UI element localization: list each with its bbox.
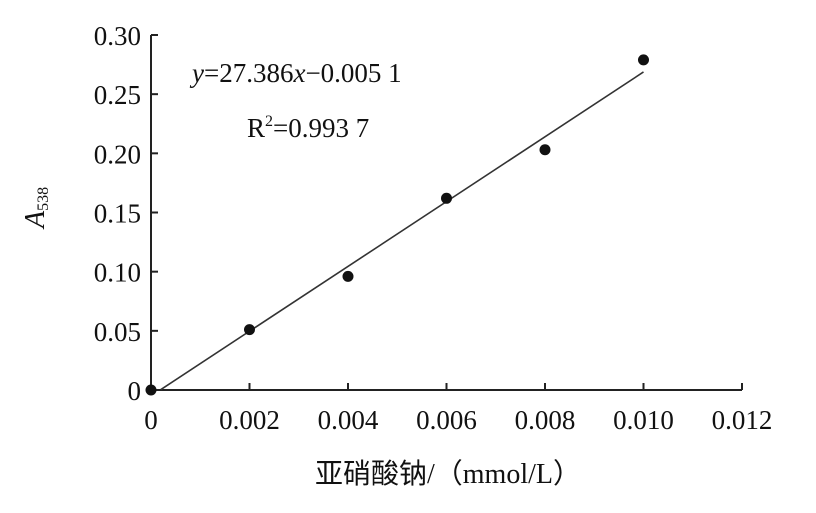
data-point bbox=[539, 144, 551, 156]
x-tick-label: 0.008 bbox=[515, 405, 576, 435]
data-points bbox=[145, 54, 649, 396]
equation-label: y=27.386x−0.005 1 bbox=[189, 58, 402, 88]
y-ticks: 0 0.05 0.10 0.15 0.20 0.25 0.30 bbox=[94, 21, 158, 406]
data-point bbox=[244, 324, 255, 336]
x-tick-label: 0.012 bbox=[712, 405, 773, 435]
y-tick-label: 0.15 bbox=[94, 199, 141, 229]
data-point bbox=[638, 54, 649, 66]
data-point bbox=[145, 384, 157, 396]
fit-line bbox=[160, 71, 644, 391]
y-tick-label: 0.30 bbox=[94, 21, 141, 51]
data-point bbox=[441, 192, 452, 204]
y-tick-label: 0.10 bbox=[94, 258, 141, 288]
x-ticks: 0 0.002 0.004 0.006 0.008 0.010 0.012 bbox=[144, 383, 772, 435]
y-axis-title: A538 bbox=[20, 187, 52, 230]
y-tick-label: 0 bbox=[128, 376, 142, 406]
y-tick-label: 0.05 bbox=[94, 317, 141, 347]
x-tick-label: 0.006 bbox=[416, 405, 477, 435]
y-tick-label: 0.20 bbox=[94, 139, 141, 169]
r-squared-label: R2=0.993 7 bbox=[247, 113, 369, 143]
x-tick-label: 0 bbox=[144, 405, 158, 435]
x-axis-title: 亚硝酸钠/（mmol/L） bbox=[315, 458, 581, 490]
fit-line-group bbox=[160, 71, 644, 391]
data-point bbox=[342, 270, 354, 282]
y-tick-label: 0.25 bbox=[94, 80, 141, 110]
x-tick-label: 0.010 bbox=[613, 405, 674, 435]
x-tick-label: 0.002 bbox=[219, 405, 280, 435]
x-tick-label: 0.004 bbox=[318, 405, 379, 435]
